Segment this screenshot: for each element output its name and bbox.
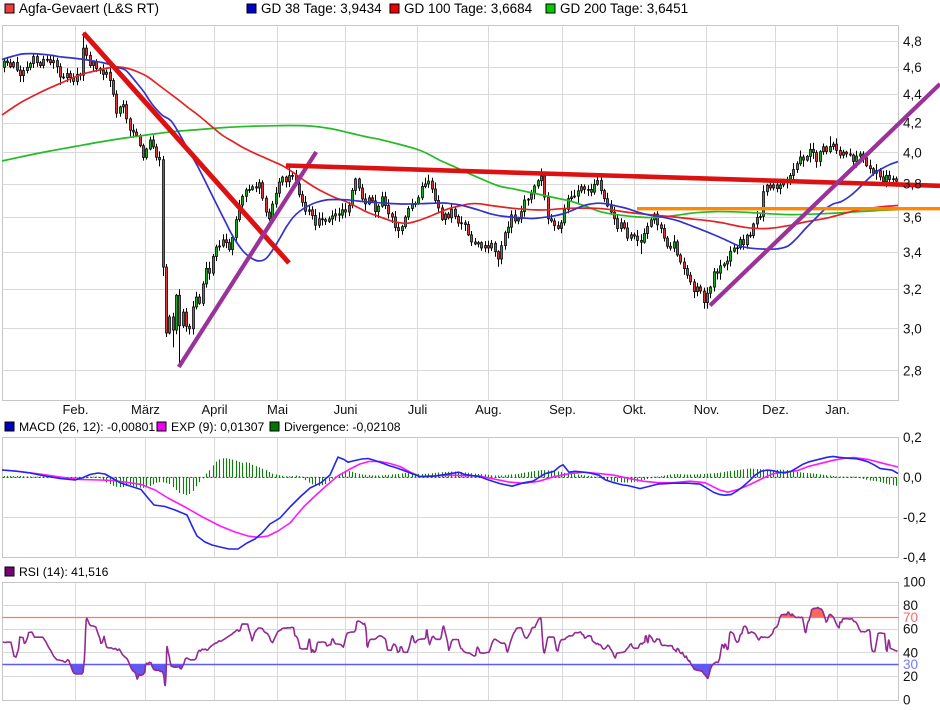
svg-text:20: 20 [903,669,918,684]
svg-text:Dez.: Dez. [762,402,789,417]
svg-text:3,6: 3,6 [903,210,922,225]
svg-text:3,8: 3,8 [903,177,922,192]
svg-text:GD 38 Tage: 3,9434: GD 38 Tage: 3,9434 [261,1,382,16]
svg-text:30: 30 [903,657,918,672]
svg-text:4,4: 4,4 [903,87,922,102]
svg-text:3,2: 3,2 [903,282,922,297]
svg-text:40: 40 [903,645,918,660]
svg-text:Nov.: Nov. [694,402,720,417]
svg-text:4,2: 4,2 [903,116,922,131]
svg-text:60: 60 [903,622,918,637]
svg-text:Divergence: -0,02108: Divergence: -0,02108 [284,420,401,434]
svg-text:Jan.: Jan. [825,402,850,417]
svg-text:Mai: Mai [267,402,288,417]
svg-text:0,0: 0,0 [903,470,922,485]
svg-text:70: 70 [903,610,918,625]
svg-text:Juli: Juli [408,402,428,417]
svg-text:3,0: 3,0 [903,321,922,336]
svg-text:Okt.: Okt. [623,402,647,417]
svg-text:2,8: 2,8 [903,364,922,379]
svg-text:März: März [131,402,160,417]
svg-text:MACD (26, 12): -0,00801: MACD (26, 12): -0,00801 [19,420,155,434]
svg-text:0: 0 [903,692,911,707]
svg-text:100: 100 [903,575,926,590]
svg-text:Agfa-Gevaert (L&S RT): Agfa-Gevaert (L&S RT) [19,1,159,16]
svg-text:4,0: 4,0 [903,145,922,160]
svg-text:-0,4: -0,4 [903,550,927,565]
svg-text:RSI (14): 41,516: RSI (14): 41,516 [19,565,109,579]
svg-text:Sep.: Sep. [549,402,576,417]
svg-text:Feb.: Feb. [62,402,88,417]
svg-text:4,8: 4,8 [903,34,922,49]
svg-text:4,6: 4,6 [903,60,922,75]
svg-text:Juni: Juni [334,402,358,417]
svg-text:0,2: 0,2 [903,430,922,445]
svg-text:EXP (9): 0,01307: EXP (9): 0,01307 [171,420,264,434]
svg-text:GD 200 Tage: 3,6451: GD 200 Tage: 3,6451 [560,1,688,16]
svg-text:Aug.: Aug. [475,402,502,417]
svg-text:GD 100 Tage: 3,6684: GD 100 Tage: 3,6684 [404,1,533,16]
svg-text:April: April [201,402,227,417]
svg-text:-0,2: -0,2 [903,510,926,525]
svg-text:3,4: 3,4 [903,245,922,260]
svg-text:80: 80 [903,598,918,613]
